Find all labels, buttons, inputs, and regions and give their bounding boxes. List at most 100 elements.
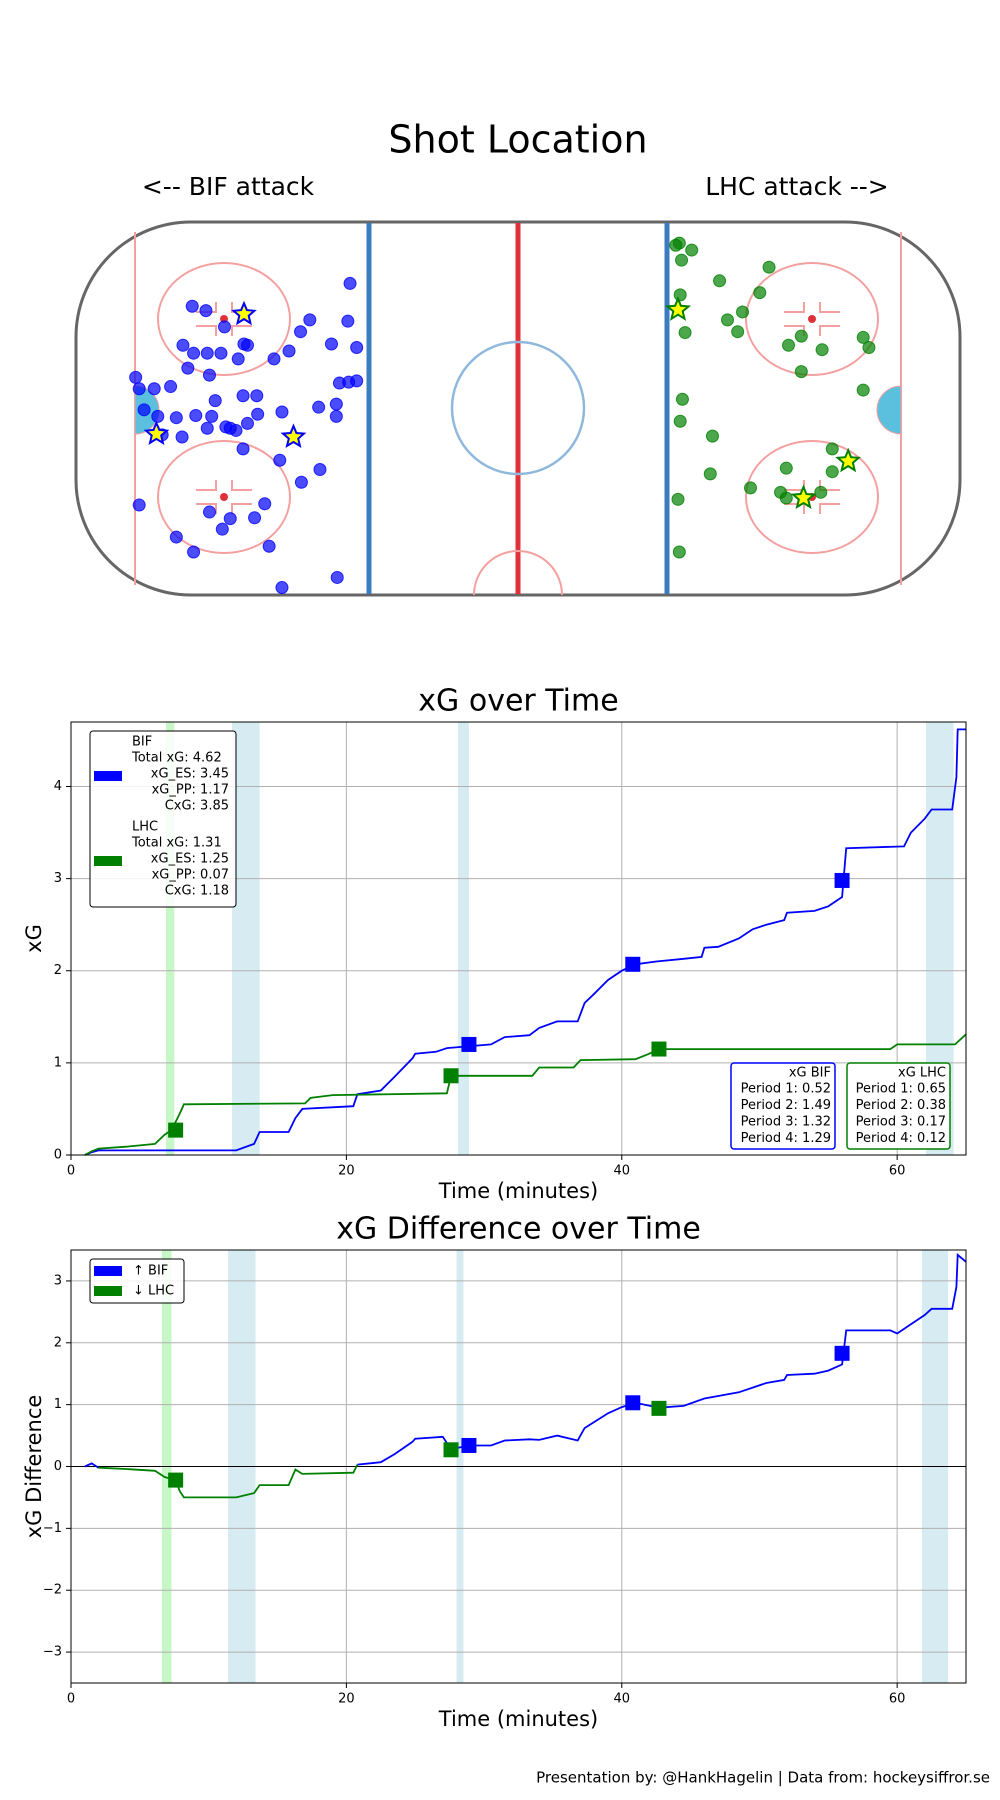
y-tick-label: 0 [54,1148,62,1163]
difference-line [84,1462,99,1469]
y-tick-label: 2 [54,963,62,978]
shot-marker [671,492,685,506]
shot-marker [330,570,344,584]
shot-marker [329,397,343,411]
period-box-line: Period 2: 1.49 [741,1098,831,1113]
shot-marker [736,305,750,319]
y-tick-label: 4 [54,779,62,794]
y-tick-label: −1 [43,1521,62,1536]
goal-marker [443,1442,459,1458]
shot-marker [743,481,757,495]
legend-swatch [94,856,122,866]
period-box-line: Period 3: 1.32 [741,1115,831,1130]
y-axis-label: xG Difference [22,1395,46,1539]
shot-marker [672,545,686,559]
y-tick-label: 1 [54,1055,62,1070]
legend-box [89,730,237,908]
shot-marker [132,382,146,396]
x-tick-label: 40 [613,1164,630,1179]
goal-marker [168,1122,184,1138]
shot-marker [721,313,735,327]
shot-marker [202,505,216,519]
shot-marker [187,346,201,360]
period-box [846,1062,951,1150]
legend-label: BIF [132,735,152,750]
goal-marker [231,300,257,326]
goal-marker [625,956,641,972]
shot-marker [199,304,213,318]
shot-marker [275,405,289,419]
period-box [730,1062,836,1150]
goal-marker [651,1400,667,1416]
shot-marker [825,465,839,479]
period-box-line: Period 4: 0.12 [856,1131,946,1146]
shot-marker [703,467,717,481]
shot-marker [825,442,839,456]
shot-marker [132,498,146,512]
rink [74,220,962,597]
shot-marker [329,409,343,423]
shot-marker [753,286,767,300]
y-tick-label: 0 [54,1459,62,1474]
legend-swatch [94,1286,122,1296]
period-box-line: Period 3: 0.17 [856,1115,946,1130]
goal-marker [834,1345,850,1361]
shot-marker [303,313,317,327]
shot-marker [262,539,276,553]
shot-marker [240,416,254,430]
legend-label: ↑ BIF [133,1264,168,1279]
legend-detail: xG_PP: 0.07 [152,868,229,883]
shot-marker [200,421,214,435]
shot-marker [164,380,178,394]
attack-label: <-- BIF attack [142,172,315,201]
period-box-line: Period 4: 1.29 [741,1131,831,1146]
goal-marker [461,1036,477,1052]
shot-marker [814,485,828,499]
shot-marker [258,497,272,511]
shot-marker [214,346,228,360]
shot-marker [251,407,265,421]
shot-marker [294,475,308,489]
shot-marker [815,343,829,357]
legend-detail: Total xG: 1.31 [131,836,222,851]
shot-marker [782,338,796,352]
difference-line [98,1464,359,1499]
shot-marker [236,389,250,403]
legend-detail: xG_PP: 1.17 [152,783,229,798]
shot-marker [200,346,214,360]
shot-marker [312,400,326,414]
y-tick-label: 2 [54,1335,62,1350]
shot-marker [779,491,793,505]
legend-label: ↓ LHC [133,1284,174,1299]
xg-line [84,728,966,1156]
shot-marker [248,511,262,525]
shot-marker [169,530,183,544]
goal-marker [835,447,862,473]
goal-marker [443,1068,459,1084]
shot-marker [673,288,687,302]
goal-marker [461,1437,477,1453]
y-tick-label: 3 [54,1273,62,1288]
shot-marker [705,429,719,443]
shot-marker [218,320,232,334]
shot-marker [181,361,195,375]
shot-marker [685,243,699,257]
x-tick-label: 60 [889,1164,906,1179]
x-axis-label: Time (minutes) [438,1179,598,1203]
legend-label: LHC [132,820,158,835]
y-axis-label: xG [22,924,46,953]
period-box-line: Period 1: 0.52 [741,1082,831,1097]
plot-frame [70,1249,967,1684]
shot-marker [169,411,183,425]
shot-marker [675,253,689,267]
y-tick-label: 3 [54,871,62,886]
x-tick-label: 20 [338,1692,355,1707]
shot-marker [673,414,687,428]
shot-marker [341,314,355,328]
shot-marker [675,392,689,406]
shot-marker [229,423,243,437]
chart-title: xG Difference over Time [336,1212,701,1247]
shot-marker [275,581,289,595]
legend-swatch [94,771,122,781]
